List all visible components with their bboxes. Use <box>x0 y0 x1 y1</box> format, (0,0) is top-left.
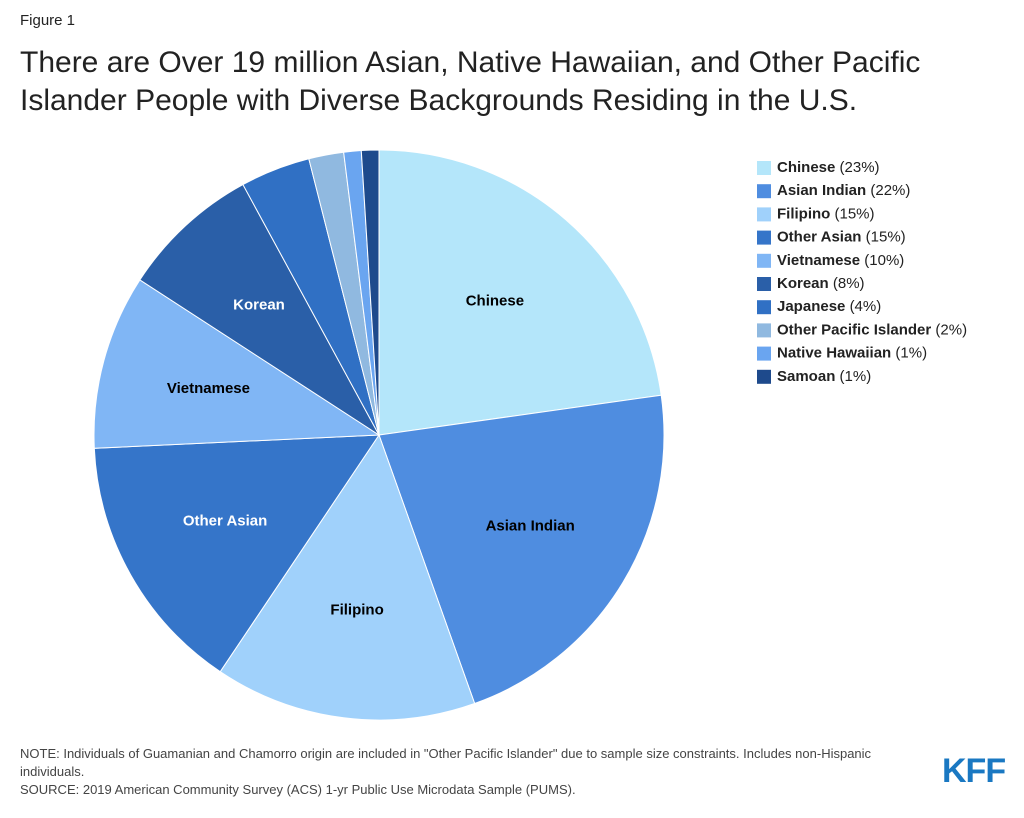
slice-label: Vietnamese <box>167 380 250 397</box>
chart-title: There are Over 19 million Asian, Native … <box>20 46 921 117</box>
legend-name: Samoan <box>777 368 835 385</box>
slice-label: Filipino <box>330 601 383 618</box>
legend-label: Filipino (15%) <box>777 205 875 222</box>
legend-name: Chinese <box>777 159 835 176</box>
pie-slice <box>93 279 381 449</box>
legend-label: Native Hawaiian (1%) <box>777 345 927 362</box>
figure-label: Figure 1 <box>20 12 76 29</box>
legend-label: Japanese (4%) <box>777 298 881 315</box>
legend-value: (22%) <box>870 182 910 199</box>
legend-value: (10%) <box>864 252 904 269</box>
slice-label: Other Asian <box>183 513 267 530</box>
pie-slice <box>378 394 665 705</box>
legend-value: (2%) <box>935 321 967 338</box>
legend-label: Samoan (1%) <box>777 368 871 385</box>
legend-name: Japanese <box>777 298 845 315</box>
legend-label: Asian Indian (22%) <box>777 182 910 199</box>
legend-swatch <box>757 323 771 338</box>
legend-swatch <box>757 346 771 361</box>
legend-swatch <box>757 161 771 175</box>
legend-swatch <box>757 300 771 315</box>
note: NOTE: Individuals of Guamanian and Chamo… <box>20 746 872 779</box>
pie-slice <box>139 183 380 436</box>
legend-swatch <box>757 369 771 384</box>
chart: Chinese Asian Indian Filipino Other Asian Vi… <box>93 149 967 721</box>
slice-label: Korean <box>233 296 285 313</box>
slice-label: Asian Indian <box>486 517 575 534</box>
legend-label: Other Asian (15%) <box>777 229 906 246</box>
source: SOURCE: 2019 American Community Survey (… <box>20 782 576 797</box>
legend-value: (4%) <box>850 298 882 315</box>
legend-name: Korean <box>777 275 829 292</box>
legend-name: Vietnamese <box>777 252 860 269</box>
legend-name: Asian Indian <box>777 182 866 199</box>
legend-swatch <box>757 230 771 245</box>
pie-slice <box>93 434 380 673</box>
legend-label: Korean (8%) <box>777 275 865 292</box>
legend-swatch <box>757 184 771 199</box>
pie-slice <box>219 433 476 721</box>
legend-value: (23%) <box>840 159 880 176</box>
legend-value: (1%) <box>840 368 872 385</box>
pie-slice <box>360 149 380 436</box>
pie-slice <box>378 149 662 436</box>
legend-swatch <box>757 253 771 268</box>
legend-value: (15%) <box>835 205 875 222</box>
legend-swatch <box>757 207 771 222</box>
legend-value: (1%) <box>895 345 927 362</box>
logo: KFF <box>942 752 1006 790</box>
legend-label: Other Pacific Islander (2%) <box>777 321 967 338</box>
legend-name: Other Asian <box>777 229 861 246</box>
legend-value: (8%) <box>833 275 865 292</box>
legend-value: (15%) <box>866 229 906 246</box>
legend-swatch <box>757 277 771 291</box>
legend-label: Vietnamese (10%) <box>777 252 904 269</box>
legend-name: Other Pacific Islander <box>777 321 931 338</box>
legend-name: Filipino <box>777 205 830 222</box>
legend-name: Native Hawaiian <box>777 345 891 362</box>
slice-label: Chinese <box>466 293 524 310</box>
legend-label: Chinese (23%) <box>777 159 880 176</box>
